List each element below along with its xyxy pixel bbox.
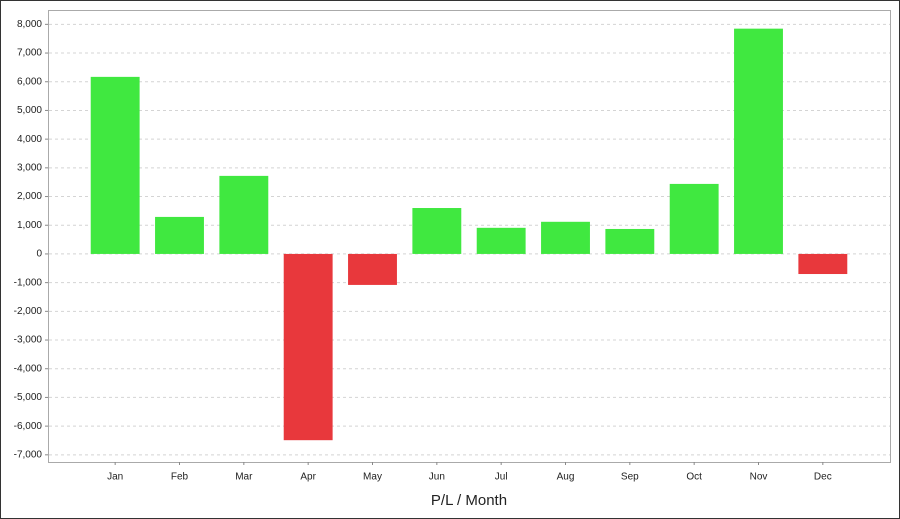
y-tick-label: 4,000: [17, 134, 42, 145]
y-tick-label: 8,000: [17, 19, 42, 30]
x-tick-label: Mar: [235, 472, 253, 483]
y-tick-label: -6,000: [14, 421, 43, 432]
bar: [734, 28, 783, 254]
y-tick-label: -7,000: [14, 449, 43, 460]
y-tick-label: 6,000: [17, 76, 42, 87]
y-tick-label: 2,000: [17, 191, 42, 202]
bar: [412, 208, 462, 254]
y-tick-label: -5,000: [14, 392, 43, 403]
bar: [541, 221, 590, 254]
y-tick-label: -2,000: [14, 306, 43, 317]
x-tick-label: Sep: [621, 472, 639, 483]
y-tick-label: 0: [36, 249, 42, 260]
bar: [155, 216, 204, 254]
x-axis-title: P/L / Month: [431, 492, 507, 509]
bar: [219, 175, 269, 254]
x-tick-label: Apr: [300, 472, 316, 483]
x-tick-label: Aug: [557, 472, 575, 483]
bar: [798, 253, 848, 275]
x-tick-label: Nov: [750, 472, 768, 483]
x-tick-label: Dec: [814, 472, 832, 483]
y-tick-label: 1,000: [17, 220, 42, 231]
y-tick-label: 3,000: [17, 162, 42, 173]
x-tick-label: May: [363, 472, 382, 483]
x-tick-label: Jul: [495, 472, 508, 483]
x-tick-label: Jun: [429, 472, 445, 483]
bar: [283, 253, 333, 441]
x-tick-label: Oct: [686, 472, 702, 483]
y-tick-label: -1,000: [14, 277, 43, 288]
bar: [348, 253, 397, 285]
bar: [476, 227, 526, 254]
y-tick-label: 5,000: [17, 105, 42, 116]
bar: [669, 183, 719, 254]
y-tick-label: 7,000: [17, 48, 42, 59]
x-tick-label: Jan: [107, 472, 123, 483]
y-tick-label: -3,000: [14, 335, 43, 346]
bar: [90, 76, 140, 254]
bar: [605, 228, 655, 254]
x-tick-label: Feb: [171, 472, 189, 483]
y-tick-label: -4,000: [14, 363, 43, 374]
